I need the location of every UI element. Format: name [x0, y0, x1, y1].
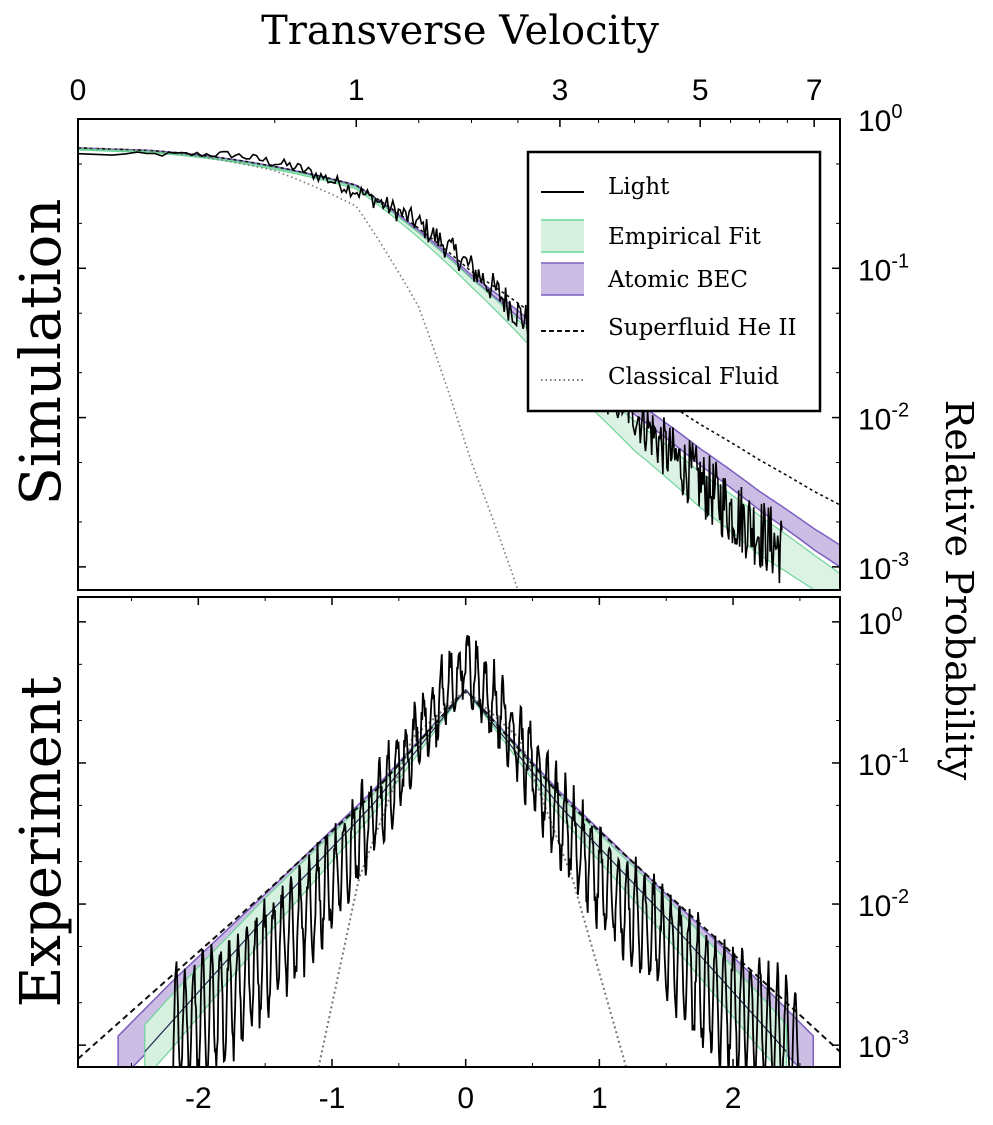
sim-empirical-band	[78, 148, 840, 590]
legend-item: Classical Fluid	[541, 364, 779, 390]
exp-x-tick-label: -1	[319, 1082, 346, 1115]
legend-swatch-bec	[541, 263, 584, 295]
sim-classical-line	[78, 147, 519, 590]
sim-y-tick-label: 10-1	[858, 250, 909, 287]
sim-bec-band	[78, 147, 840, 568]
legend-swatch-empirical	[541, 220, 584, 252]
sim-y-tick-label: 100	[858, 101, 903, 138]
legend-item: Light	[541, 174, 670, 200]
legend-label: Light	[608, 174, 670, 200]
exp-fit-center-line	[144, 688, 787, 1053]
legend-item: Superfluid He II	[541, 315, 797, 341]
sim-x-tick-label: 0	[70, 74, 87, 107]
legend: Light Empirical Fit Atomic BEC Superfluid H…	[526, 150, 822, 413]
exp-y-tick-label: 10-1	[858, 745, 909, 782]
simulation-label: Simulation	[9, 199, 74, 506]
right-axis-title: Relative Probability	[937, 400, 981, 781]
sim-x-tick-label: 5	[692, 74, 709, 107]
legend-label: Classical Fluid	[608, 364, 779, 390]
experiment-label: Experiment	[9, 676, 74, 1007]
top-axis-title: Transverse Velocity	[261, 8, 659, 54]
sim-x-tick-label: 1	[348, 74, 365, 107]
exp-y-tick-label: 10-2	[858, 886, 909, 923]
exp-x-tick-label: -2	[185, 1082, 212, 1115]
sim-y-tick-label: 10-2	[858, 400, 909, 437]
legend-item: Atomic BEC	[541, 262, 748, 296]
legend-item: Empirical Fit	[541, 219, 762, 253]
experiment-frame	[77, 596, 841, 1068]
legend-label: Atomic BEC	[607, 267, 748, 293]
exp-classical-line	[317, 689, 628, 1067]
exp-light-line	[172, 634, 799, 1067]
experiment-panel: -2 -1 0 1 2 100 10-1 10-2 10-3	[77, 596, 909, 1115]
exp-y-tick-label: 10-3	[858, 1027, 909, 1064]
exp-x-tick-label: 0	[457, 1082, 474, 1115]
sim-x-tick-label: 3	[552, 74, 569, 107]
sim-y-tick-label: 10-3	[858, 549, 909, 586]
legend-label: Empirical Fit	[608, 224, 762, 250]
exp-y-tick-label: 100	[858, 604, 903, 641]
sim-x-tick-label: 7	[806, 74, 823, 107]
legend-label: Superfluid He II	[608, 315, 797, 341]
simulation-frame	[77, 118, 841, 591]
exp-x-tick-label: 1	[591, 1082, 608, 1115]
exp-x-tick-label: 2	[725, 1082, 742, 1115]
